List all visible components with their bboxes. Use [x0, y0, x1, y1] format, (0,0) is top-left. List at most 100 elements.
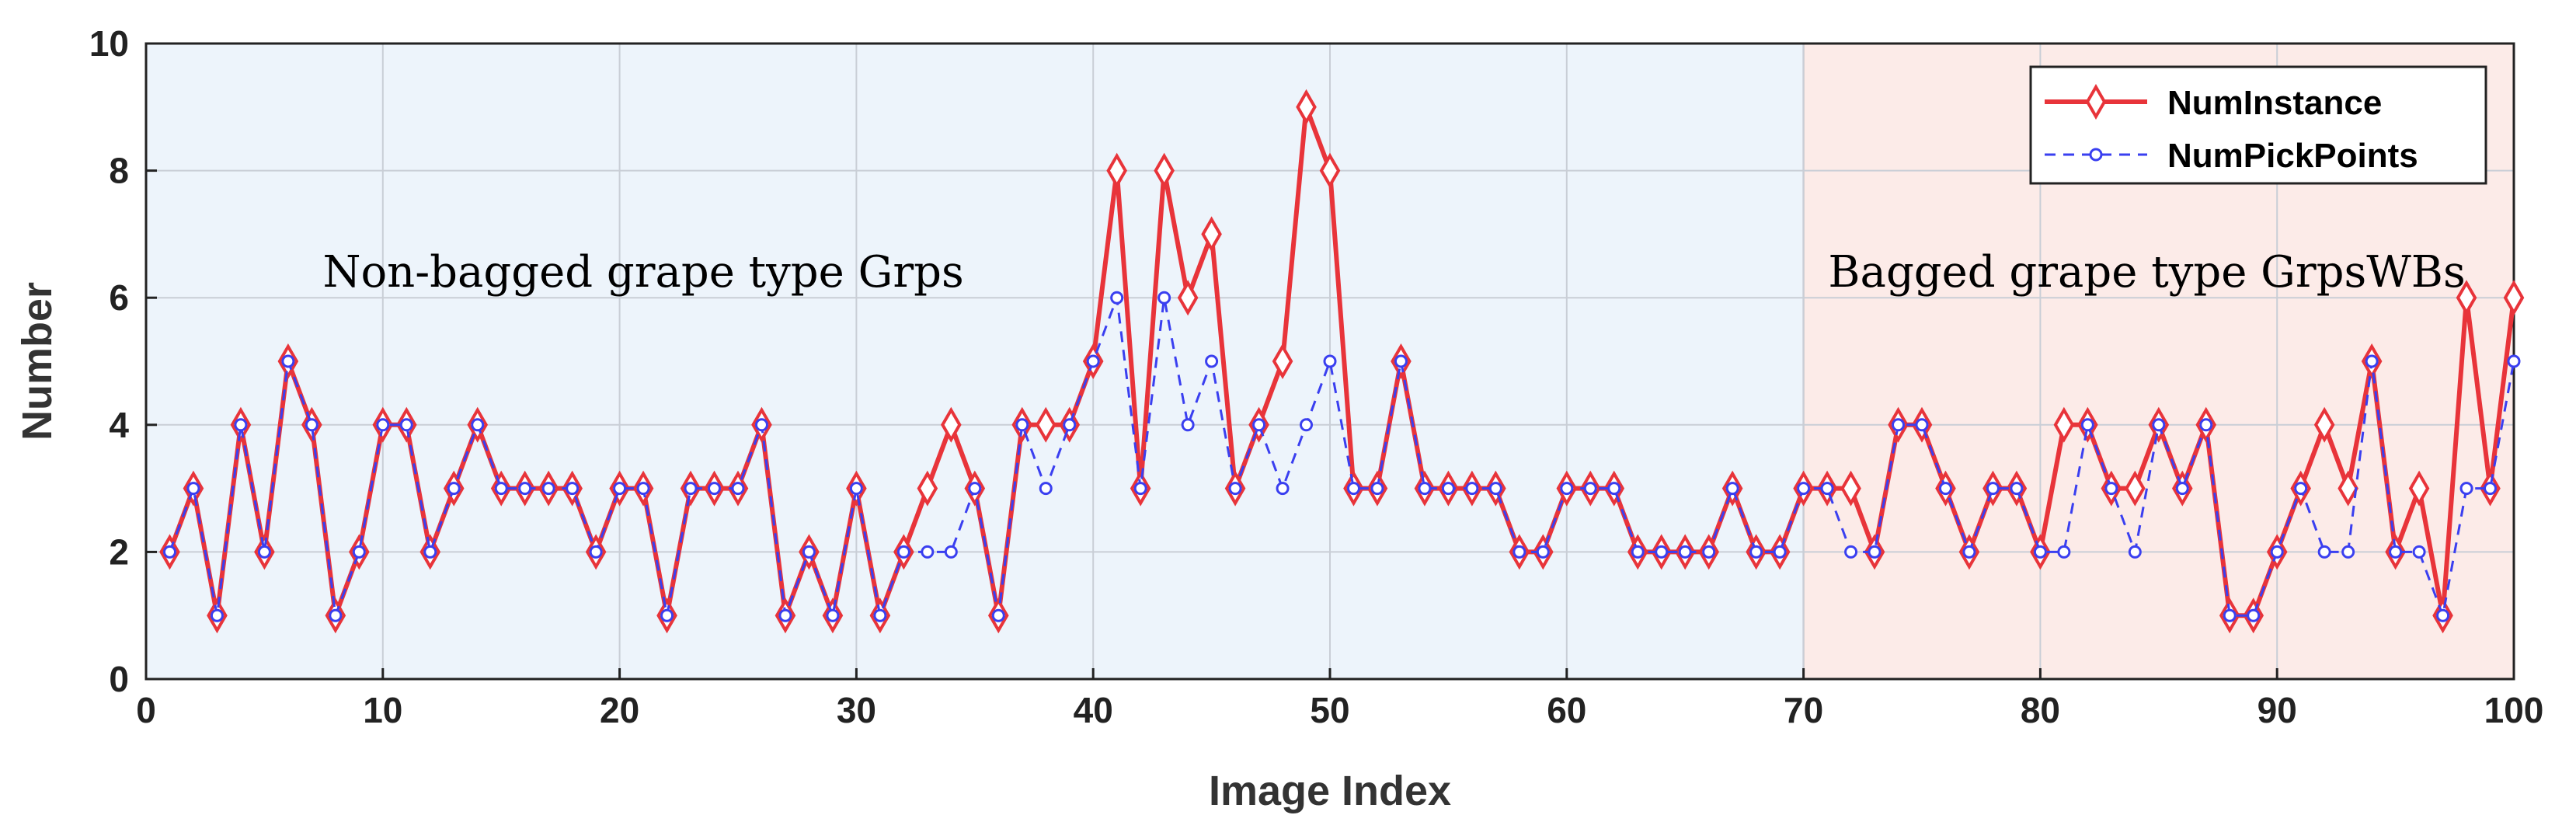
- data-point-NumPickPoints: [1228, 482, 1242, 496]
- data-point-NumPickPoints: [162, 545, 176, 559]
- legend-label: NumInstance: [2167, 84, 2382, 122]
- data-point-NumInstance: [1840, 470, 1861, 507]
- data-point-NumPickPoints: [991, 608, 1005, 622]
- data-point-NumInstance: [2313, 406, 2335, 443]
- data-point-NumPickPoints: [1938, 482, 1952, 496]
- data-point-NumPickPoints: [1986, 482, 2000, 496]
- y-tick-label: 4: [109, 405, 129, 445]
- data-point-NumInstance: [2408, 470, 2430, 507]
- data-point-NumPickPoints: [2057, 545, 2071, 559]
- x-tick-label: 30: [837, 690, 876, 730]
- series-line-NumPickPoints: [169, 296, 2515, 617]
- data-point-NumPickPoints: [731, 482, 745, 496]
- data-point-NumPickPoints: [1631, 545, 1645, 559]
- data-point-NumPickPoints: [1346, 482, 1360, 496]
- data-point-NumPickPoints: [1560, 482, 1574, 496]
- data-point-NumPickPoints: [1513, 545, 1526, 559]
- data-point-NumPickPoints: [1773, 545, 1787, 559]
- data-point-NumPickPoints: [257, 545, 271, 559]
- data-point-NumInstance: [2125, 470, 2146, 507]
- data-point-NumPickPoints: [1607, 482, 1621, 496]
- data-point-NumInstance: [1154, 152, 1175, 189]
- data-point-NumPickPoints: [1394, 354, 1408, 368]
- data-point-NumPickPoints: [518, 482, 532, 496]
- legend-entries: NumInstance NumPickPoints: [2045, 84, 2418, 175]
- data-point-NumPickPoints: [1370, 482, 1384, 496]
- data-point-NumInstance: [2503, 280, 2525, 316]
- data-point-NumPickPoints: [1844, 545, 1858, 559]
- region-0: [146, 44, 1804, 679]
- data-point-NumPickPoints: [1915, 418, 1929, 432]
- data-point-NumInstance: [2456, 280, 2477, 316]
- data-point-NumPickPoints: [896, 545, 910, 559]
- x-tick-label: 50: [1310, 690, 1349, 730]
- data-point-NumInstance: [941, 406, 962, 443]
- data-point-NumInstance: [2338, 470, 2358, 507]
- data-point-NumPickPoints: [1702, 545, 1716, 559]
- data-point-NumPickPoints: [2365, 354, 2379, 368]
- data-point-NumInstance: [917, 470, 938, 507]
- annotation-1: Bagged grape type GrpsWBs: [1828, 247, 2465, 298]
- data-point-NumPickPoints: [186, 482, 200, 496]
- data-point-NumPickPoints: [849, 482, 863, 496]
- data-point-NumPickPoints: [494, 482, 508, 496]
- data-point-NumPickPoints: [234, 418, 248, 432]
- data-point-NumPickPoints: [2436, 608, 2450, 622]
- data-point-NumPickPoints: [1797, 482, 1811, 496]
- data-point-NumPickPoints: [1892, 418, 1906, 432]
- x-tick-label: 70: [1784, 690, 1823, 730]
- data-point-NumPickPoints: [1465, 482, 1479, 496]
- data-point-NumPickPoints: [1418, 482, 1432, 496]
- data-point-NumPickPoints: [636, 482, 650, 496]
- data-point-NumPickPoints: [660, 608, 674, 622]
- y-tick-label: 2: [109, 531, 129, 572]
- legend-item-NumPickPoints: NumPickPoints: [2045, 137, 2418, 175]
- legend-label: NumPickPoints: [2167, 137, 2418, 175]
- data-point-NumPickPoints: [2104, 482, 2118, 496]
- series-layer: [159, 89, 2525, 634]
- data-point-NumPickPoints: [1441, 482, 1455, 496]
- y-tick-label: 0: [109, 659, 129, 699]
- data-point-NumPickPoints: [2010, 482, 2024, 496]
- data-point-NumPickPoints: [376, 418, 390, 432]
- x-tick-label: 100: [2484, 690, 2544, 730]
- data-point-NumPickPoints: [1086, 354, 1100, 368]
- data-point-NumPickPoints: [2294, 482, 2308, 496]
- data-point-NumPickPoints: [873, 608, 887, 622]
- data-point-NumPickPoints: [2199, 418, 2213, 432]
- y-axis-label: Number: [14, 282, 61, 441]
- data-point-NumPickPoints: [944, 545, 958, 559]
- data-point-NumPickPoints: [1725, 482, 1739, 496]
- annotations: Non-bagged grape type Grps Bagged grape t…: [322, 247, 2465, 298]
- data-point-NumPickPoints: [1252, 418, 1266, 432]
- data-point-NumPickPoints: [2152, 418, 2166, 432]
- data-point-NumPickPoints: [541, 482, 555, 496]
- y-tick-label: 10: [89, 23, 129, 64]
- data-point-NumPickPoints: [1039, 482, 1053, 496]
- data-point-NumPickPoints: [399, 418, 413, 432]
- x-tick-label: 20: [600, 690, 639, 730]
- data-point-NumInstance: [1319, 152, 1341, 189]
- data-point-NumPickPoints: [2223, 608, 2237, 622]
- data-point-NumPickPoints: [352, 545, 366, 559]
- data-point-NumPickPoints: [1820, 482, 1834, 496]
- data-point-NumPickPoints: [1678, 545, 1692, 559]
- data-point-NumPickPoints: [1157, 291, 1171, 305]
- data-point-NumPickPoints: [708, 482, 722, 496]
- y-tick-label: 8: [109, 151, 129, 191]
- data-point-NumPickPoints: [1583, 482, 1597, 496]
- legend-marker: [2089, 148, 2103, 162]
- data-point-NumPickPoints: [1868, 545, 1882, 559]
- legend-item-NumInstance: NumInstance: [2045, 84, 2382, 122]
- data-point-NumPickPoints: [471, 418, 485, 432]
- data-point-NumPickPoints: [423, 545, 437, 559]
- x-tick-label: 60: [1547, 690, 1586, 730]
- data-point-NumInstance: [1201, 216, 1222, 253]
- data-point-NumPickPoints: [1323, 354, 1337, 368]
- data-point-NumPickPoints: [968, 482, 982, 496]
- data-point-NumPickPoints: [589, 545, 603, 559]
- data-point-NumPickPoints: [684, 482, 698, 496]
- axis-ticks: 0 10 20 30 40 50 60 70 80 90 100 0 2 4 6 8 10: [89, 23, 2544, 730]
- data-point-NumPickPoints: [2459, 482, 2473, 496]
